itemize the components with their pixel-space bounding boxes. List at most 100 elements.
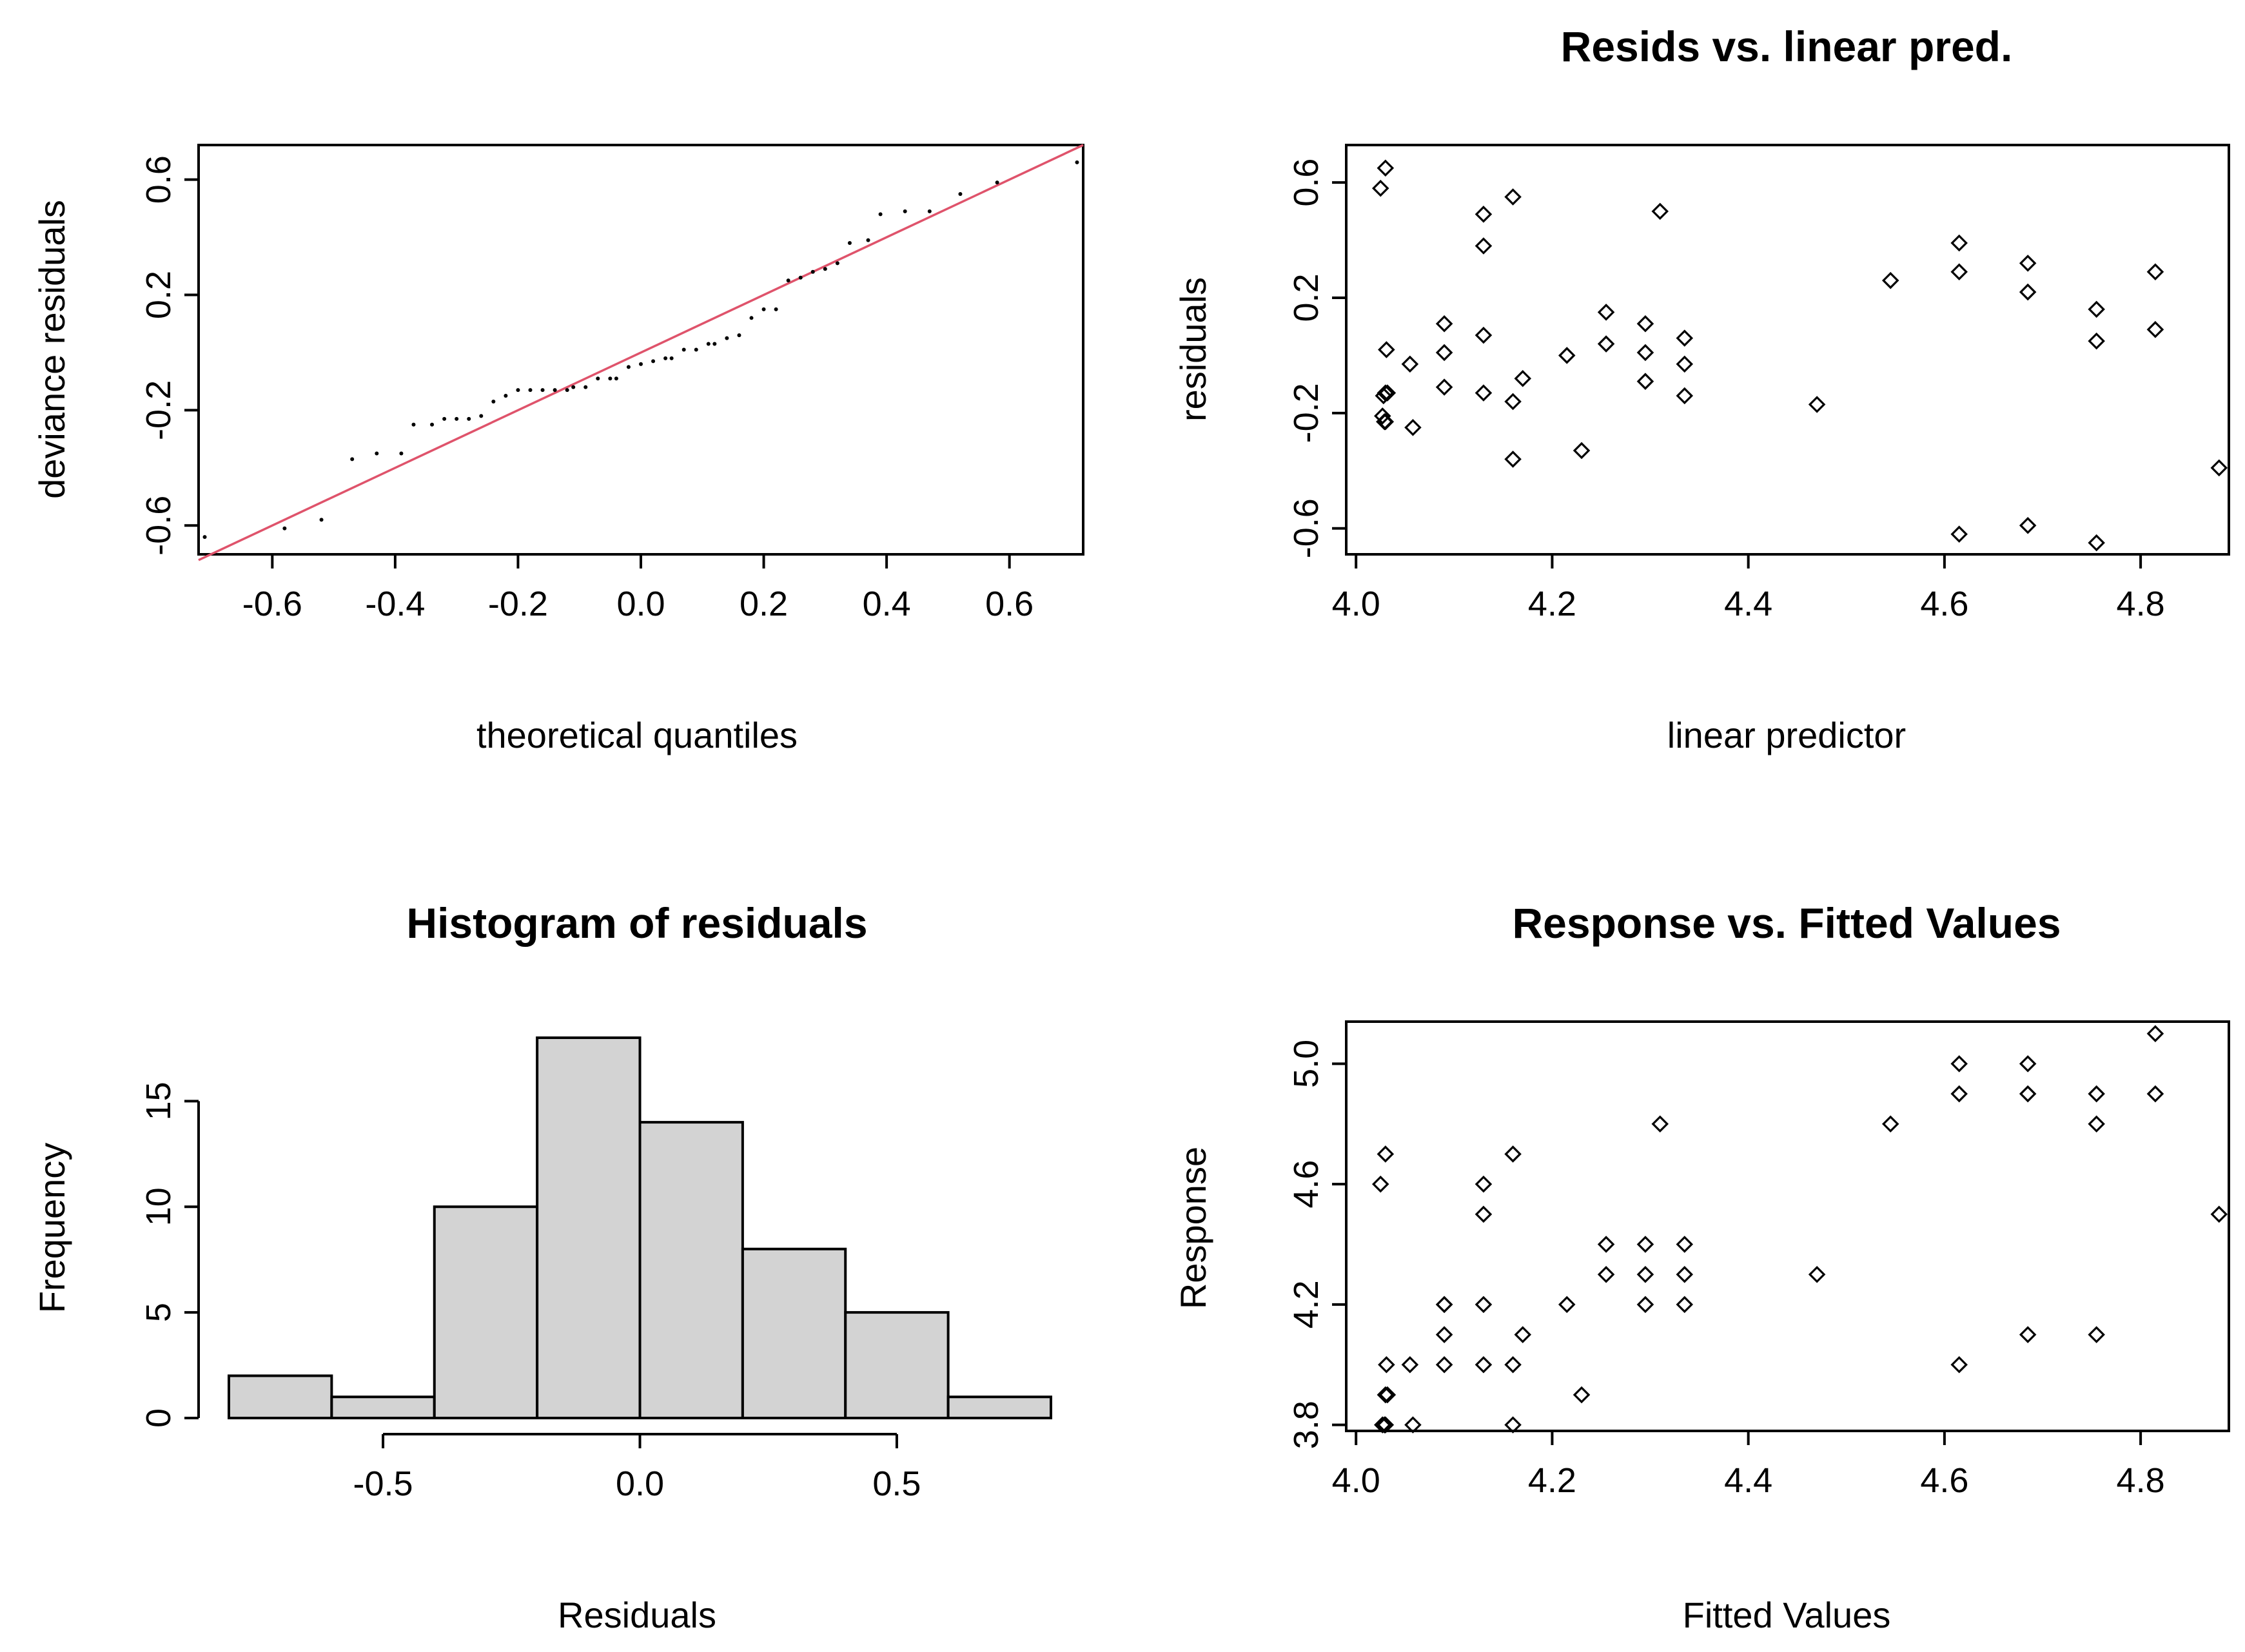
scatter-point [1881,1115,1899,1133]
resids-plot-x-label: linear predictor [1667,715,1906,755]
scatter-point [2146,1025,2164,1042]
qq-point [553,388,557,393]
qq-point [565,388,569,393]
qq-point [878,212,883,217]
scatter-point [1377,413,1395,431]
qq-point [958,192,963,197]
qq-point [626,365,631,369]
scatter-point [1377,1386,1395,1404]
histogram-bar [433,1205,539,1419]
qq-point [706,342,711,346]
qq-point [786,278,790,283]
histogram-bar [638,1121,744,1419]
scatter-point [1371,1175,1389,1193]
scatter-point [1475,1175,1493,1193]
scatter-point [1475,237,1493,255]
scatter-point [1504,1145,1522,1163]
y-tick-label: 5 [139,1303,178,1322]
y-tick-label: -0.6 [1287,498,1326,558]
resids-plot-y-ticks: -0.6 -0.2 0.2 0.6 [1287,159,1348,558]
scatter-point [1378,1386,1397,1404]
response-plot-marks [1371,1025,2228,1433]
scatter-point [1573,1386,1591,1404]
y-tick-label: 4.6 [1287,1160,1326,1209]
qq-point [608,376,613,381]
resids-plot-marks [1371,159,2228,552]
scatter-point [2019,1055,2037,1073]
y-tick-label: 0.6 [139,155,178,204]
scatter-point [2210,459,2228,477]
histogram-bar [741,1247,847,1420]
scatter-point [1597,304,1615,321]
qq-point [663,356,668,360]
histogram-x-axis: -0.5 0.0 0.5 [353,1433,921,1503]
scatter-point [1676,387,1694,405]
response-plot-x-ticks: 4.0 4.2 4.4 4.6 4.8 [1332,1430,2165,1500]
scatter-point [2146,1085,2164,1103]
resids-plot-y-label: residuals [1173,277,1213,422]
scatter-point [1950,1055,1968,1073]
qq-plot-y-ticks: -0.6 -0.2 0.2 0.6 [139,155,200,556]
qq-point [375,451,379,456]
histogram-bar [536,1036,642,1419]
qq-point [651,359,656,364]
scatter-point [1950,234,1968,252]
scatter-point [1435,344,1453,362]
qq-point [491,399,496,403]
x-tick-label: 4.4 [1724,1461,1772,1500]
qq-point [282,526,287,530]
y-tick-label: 5.0 [1287,1040,1326,1088]
response-plot-title: Response vs. Fitted Values [1513,899,2061,947]
qq-point [583,385,588,389]
qq-point [319,518,324,522]
scatter-point [2146,263,2164,281]
scatter-point [1401,355,1419,373]
qq-point [725,336,729,340]
scatter-point [1435,1296,1453,1314]
scatter-point [1950,1356,1968,1374]
histogram-panel: Histogram of residuals -0.5 0.0 0.5 0 5 10 15… [32,899,1052,1635]
qq-point [202,535,207,539]
qq-point [596,376,600,381]
x-tick-label: -0.5 [353,1464,413,1503]
scatter-point [1950,263,1968,281]
scatter-point [1636,344,1654,362]
x-tick-label: 4.2 [1528,1461,1576,1500]
qq-plot-y-label: deviance residuals [32,200,72,499]
x-tick-label: 0.4 [863,585,911,623]
qq-point [516,388,520,393]
qq-point [823,267,827,271]
qq-point [430,422,435,427]
x-tick-label: 4.2 [1528,585,1576,623]
scatter-point [1636,373,1654,390]
scatter-point [1378,341,1395,358]
qq-point [694,347,698,352]
qq-point [467,416,471,421]
qq-point [399,451,404,456]
histogram-bar [844,1311,950,1419]
x-tick-label: -0.2 [488,585,548,623]
resids-plot-frame [1345,144,2230,556]
scatter-point [1651,202,1669,220]
resids-vs-linear-pred-panel: Resids vs. linear pred. 4.0 4.2 4.4 4.6 4.8 … [1173,23,2230,755]
x-tick-label: 4.8 [2117,585,2165,623]
scatter-point [1676,1296,1694,1314]
response-plot-y-label: Response [1173,1147,1213,1309]
qq-point [455,416,459,421]
histogram-y-label: Frequency [32,1143,72,1314]
scatter-point [1435,1296,1453,1314]
scatter-point [1676,355,1694,373]
scatter-point [1950,525,1968,543]
scatter-point [1514,369,1532,387]
y-tick-label: 0 [139,1408,178,1428]
qq-point [479,414,484,418]
scatter-point [1950,1085,1968,1103]
scatter-point [1808,1265,1826,1283]
scatter-point [1676,329,1694,347]
scatter-point [1375,387,1393,405]
response-plot-frame [1345,1020,2230,1432]
qq-plot-x-ticks: -0.6 -0.4 -0.2 0.0 0.2 0.4 0.6 [242,553,1034,623]
scatter-point [1514,1326,1532,1343]
scatter-point [1475,1296,1493,1314]
response-plot-x-label: Fitted Values [1683,1595,1891,1635]
